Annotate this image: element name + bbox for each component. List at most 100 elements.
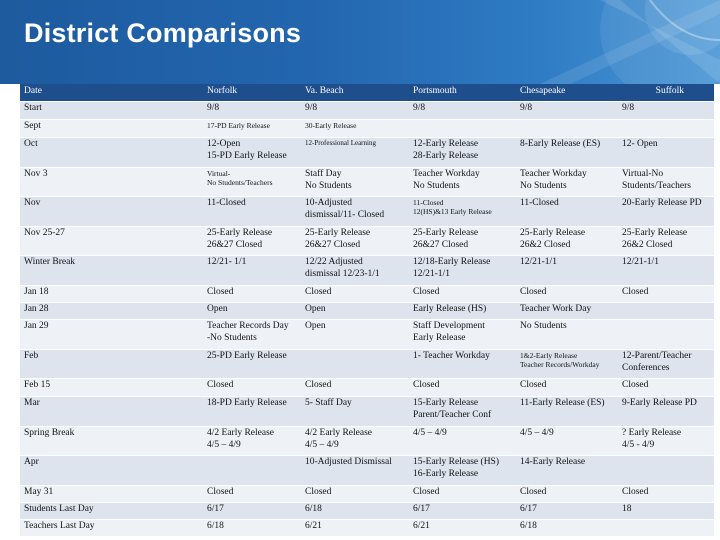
cell-text: Teacher Work Day bbox=[520, 304, 592, 314]
row-label-cell: Jan 29 bbox=[20, 319, 203, 350]
row-label-cell: Feb bbox=[20, 349, 203, 379]
table-cell: 12- Open bbox=[618, 137, 714, 168]
table-cell: 15-Early Release (HS) 16-Early Release bbox=[409, 455, 516, 486]
column-header: Chesapeake bbox=[516, 84, 618, 102]
table-row: Jan 29 Teacher Records Day -No Students Ope… bbox=[20, 319, 714, 350]
table-cell: ? Early Release 4/5 - 4/9 bbox=[618, 426, 714, 456]
table-row: Jan 28 Open Open Early Release (HS) Teacher … bbox=[20, 302, 714, 320]
cell-text: Jan 18 bbox=[24, 287, 49, 297]
cell-text: 15-Early Release (HS) bbox=[413, 457, 499, 467]
table-cell: Closed bbox=[203, 285, 301, 303]
row-label-cell: Apr bbox=[20, 455, 203, 486]
cell-text: 11-Early Release (ES) bbox=[520, 398, 605, 408]
table-cell: 20-Early Release PD bbox=[618, 196, 714, 227]
table-cell bbox=[301, 349, 409, 379]
table-cell: 12/21-1/1 bbox=[516, 255, 618, 286]
cell-text: 16-Early Release bbox=[413, 468, 479, 479]
table-cell: 25-Early Release 26&27 Closed bbox=[409, 226, 516, 256]
cell-text: Open bbox=[305, 321, 326, 331]
table-cell: 12-Open 15-PD Early Release bbox=[203, 137, 301, 168]
table-cell: 12-Parent/Teacher Conferences bbox=[618, 349, 714, 379]
cell-text: 12/21-1/1 bbox=[622, 257, 659, 267]
cell-text: 26&27 Closed bbox=[207, 239, 263, 250]
table-cell: 25-Early Release 26&27 Closed bbox=[203, 226, 301, 256]
cell-text: Closed bbox=[207, 380, 234, 390]
table-cell: 5- Staff Day bbox=[301, 396, 409, 427]
cell-text: 12-Professional Learning bbox=[305, 139, 376, 147]
cell-text: 25-Early Release bbox=[413, 228, 479, 238]
cell-text: 10-Adjusted Dismissal bbox=[305, 457, 392, 467]
cell-text: 12/21-1/1 bbox=[520, 257, 557, 267]
table-row: Sept 17-PD Early Release 30-Early Release bbox=[20, 119, 714, 138]
table-cell: 11-Closed 12(HS)&13 Early Release bbox=[409, 196, 516, 227]
row-label-cell: Jan 28 bbox=[20, 302, 203, 320]
cell-text: 12-Parent/Teacher bbox=[622, 351, 692, 361]
table-row: Nov 3 Virtual- No Students/Teachers Staff D… bbox=[20, 167, 714, 197]
cell-text: No Students bbox=[413, 180, 460, 191]
cell-text: Jan 29 bbox=[24, 321, 49, 331]
table-cell: 18-PD Early Release bbox=[203, 396, 301, 427]
cell-text: 25-Early Release bbox=[207, 228, 273, 238]
table-cell: 8-Early Release (ES) bbox=[516, 137, 618, 168]
table-row: Feb 15 Closed Closed Closed Closed Closed bbox=[20, 378, 714, 397]
table-cell: 18 bbox=[618, 502, 714, 520]
table-row: Teachers Last Day 6/18 6/21 6/21 6/18 bbox=[20, 519, 714, 537]
cell-text: Mar bbox=[24, 398, 40, 408]
table-cell: Closed bbox=[516, 485, 618, 503]
table-body: Start 9/8 9/8 9/8 9/8 9/8 Sept 17-PD Early Rele… bbox=[20, 101, 714, 537]
table-cell: 10-Adjusted dismissal/11- Closed bbox=[301, 196, 409, 227]
table-cell: Closed bbox=[618, 285, 714, 303]
table-cell: Teacher Work Day bbox=[516, 302, 618, 320]
table-cell: 11-Early Release (ES) bbox=[516, 396, 618, 427]
cell-text: -No Students bbox=[207, 332, 257, 343]
cell-text: Closed bbox=[413, 487, 440, 497]
row-label-cell: Students Last Day bbox=[20, 502, 203, 520]
table-cell: Open bbox=[203, 302, 301, 320]
cell-text: Open bbox=[207, 304, 228, 314]
table-cell: 4/5 – 4/9 bbox=[516, 426, 618, 456]
table-cell: Early Release (HS) bbox=[409, 302, 516, 320]
table-cell: 25-PD Early Release bbox=[203, 349, 301, 379]
table-cell: 9/8 bbox=[516, 101, 618, 120]
cell-text: Start bbox=[24, 103, 42, 113]
cell-text: Sept bbox=[24, 121, 41, 131]
table-cell: 25-Early Release 26&27 Closed bbox=[301, 226, 409, 256]
table-cell: 6/18 bbox=[203, 519, 301, 537]
cell-text: No Students bbox=[520, 321, 567, 331]
table-cell: Closed bbox=[301, 285, 409, 303]
column-header: Va. Beach bbox=[301, 84, 409, 102]
table-cell: 12/21-1/1 bbox=[618, 255, 714, 286]
cell-text: 4/5 – 4/9 bbox=[520, 428, 554, 438]
cell-text: 9/8 bbox=[207, 103, 220, 113]
cell-text: 1&2-Early Release bbox=[520, 351, 578, 360]
table-cell: Virtual-No Students/Teachers bbox=[618, 167, 714, 197]
table-cell bbox=[618, 455, 714, 486]
cell-text: 18 bbox=[622, 504, 632, 514]
table-row: Nov 11-Closed 10-Adjusted dismissal/11- Clo… bbox=[20, 196, 714, 227]
cell-text: 26&27 Closed bbox=[305, 239, 361, 250]
cell-text: 6/18 bbox=[520, 521, 537, 531]
cell-text: Closed bbox=[622, 487, 649, 497]
cell-text: Early Release bbox=[413, 332, 466, 343]
cell-text: 20-Early Release PD bbox=[622, 198, 702, 208]
table-cell bbox=[409, 119, 516, 138]
cell-text: 4/2 Early Release bbox=[207, 428, 275, 438]
cell-text: 26&27 Closed bbox=[413, 239, 469, 250]
row-label-cell: Mar bbox=[20, 396, 203, 427]
cell-text: 6/17 bbox=[207, 504, 224, 514]
cell-text: 4/5 – 4/9 bbox=[207, 439, 241, 450]
cell-text: 6/18 bbox=[305, 504, 322, 514]
cell-text: 28-Early Release bbox=[413, 150, 479, 161]
table-header-row: Date Norfolk Va. Beach Portsmouth Chesap… bbox=[20, 84, 714, 102]
table-cell: Closed bbox=[618, 485, 714, 503]
row-label-cell: Sept bbox=[20, 119, 203, 138]
table-cell: Teacher Workday No Students bbox=[409, 167, 516, 197]
cell-text: Closed bbox=[305, 487, 332, 497]
cell-text: Teachers Last Day bbox=[24, 521, 95, 531]
row-label-cell: Teachers Last Day bbox=[20, 519, 203, 537]
table-cell: 6/17 bbox=[409, 502, 516, 520]
cell-text: 12/21-1/1 bbox=[413, 268, 450, 279]
cell-text: Closed bbox=[305, 380, 332, 390]
table-cell: 1&2-Early Release Teacher Records/Workday bbox=[516, 349, 618, 379]
table-row: Winter Break 12/21- 1/1 12/22 Adjusted dism… bbox=[20, 255, 714, 286]
